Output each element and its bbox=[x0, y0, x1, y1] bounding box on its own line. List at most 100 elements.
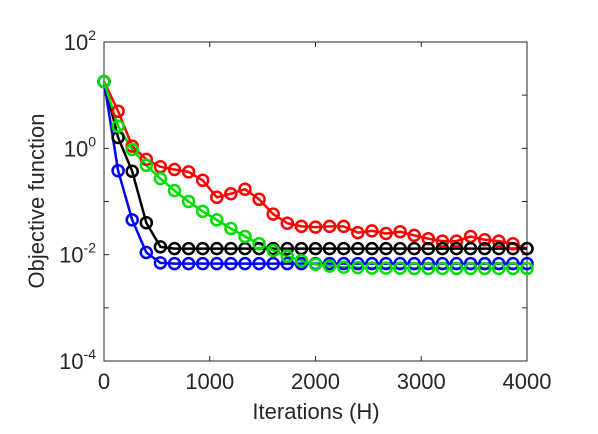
series-3-point bbox=[280, 249, 295, 264]
series-1-point bbox=[351, 241, 365, 256]
series-1-point bbox=[224, 241, 238, 256]
series-1-point bbox=[506, 241, 520, 256]
series-1-point bbox=[139, 215, 154, 230]
series-1-point bbox=[435, 241, 450, 256]
series-3-point bbox=[97, 74, 111, 89]
series-3-point bbox=[492, 261, 506, 276]
series-2-point bbox=[365, 256, 379, 271]
series-1-point bbox=[365, 241, 379, 256]
series-2-point bbox=[393, 256, 407, 271]
series-0-point bbox=[210, 190, 224, 205]
series-1-point bbox=[492, 241, 506, 256]
series-1-point bbox=[463, 241, 478, 256]
series-2-point bbox=[252, 256, 266, 271]
series-2-point bbox=[167, 256, 182, 271]
y-axis-label: Objective function bbox=[24, 114, 49, 289]
y-tick-label: 100 bbox=[64, 133, 96, 161]
series-0-point bbox=[195, 173, 210, 188]
series-0-point bbox=[308, 220, 323, 234]
series-3-point bbox=[435, 261, 450, 276]
series-3-point bbox=[125, 142, 139, 157]
series-3-point bbox=[393, 261, 407, 275]
series-0-point bbox=[351, 225, 365, 240]
series-2-point bbox=[421, 256, 436, 271]
series-2-point bbox=[153, 256, 168, 270]
x-tick-label: 3000 bbox=[397, 369, 446, 394]
series-0-point bbox=[393, 224, 407, 239]
x-tick-label: 0 bbox=[98, 369, 110, 394]
series-2-point bbox=[477, 256, 492, 271]
series-2-point bbox=[195, 256, 210, 271]
series-3-point bbox=[181, 194, 196, 209]
x-tick-label: 1000 bbox=[185, 369, 234, 394]
series-2-point bbox=[280, 256, 295, 271]
series-1-point bbox=[322, 241, 337, 256]
series-3-point bbox=[322, 259, 337, 273]
series-2-point bbox=[125, 213, 139, 227]
series-2-point bbox=[238, 256, 252, 271]
series-1-point bbox=[421, 241, 436, 256]
series-3-point bbox=[153, 171, 168, 186]
series-3-point bbox=[252, 237, 266, 251]
series-1-point bbox=[393, 241, 407, 256]
series-2-point bbox=[139, 245, 154, 260]
series-1-point bbox=[449, 241, 464, 256]
series-1-point bbox=[407, 241, 421, 256]
series-0-point bbox=[252, 192, 266, 207]
series-3-point bbox=[111, 119, 125, 134]
series-0-point bbox=[506, 237, 520, 251]
series-0-point bbox=[139, 152, 154, 167]
series-3-point bbox=[506, 261, 520, 276]
series-3-point bbox=[195, 204, 210, 219]
series-1-point bbox=[520, 241, 534, 256]
series-line-0 bbox=[102, 81, 528, 250]
series-3-point bbox=[449, 261, 464, 276]
series-2-point bbox=[407, 256, 421, 271]
axis-ticks bbox=[103, 41, 528, 362]
series-2-point bbox=[266, 256, 280, 271]
series-0-point bbox=[111, 104, 125, 118]
series-0-point bbox=[477, 233, 492, 247]
series-2-point bbox=[111, 163, 125, 178]
series-1-point bbox=[210, 241, 224, 256]
x-tick-label: 2000 bbox=[291, 369, 340, 394]
series-1-point bbox=[167, 241, 182, 256]
series-1-point bbox=[181, 241, 196, 256]
series-3-point bbox=[294, 253, 309, 268]
y-tick-label: 102 bbox=[64, 27, 96, 55]
series-0-point bbox=[266, 207, 280, 221]
series-0-point bbox=[379, 226, 393, 241]
series-0-point bbox=[336, 219, 351, 234]
series-1-point bbox=[336, 241, 351, 256]
series-3-point bbox=[351, 260, 365, 275]
series-0-point bbox=[181, 165, 196, 179]
series-0-point bbox=[224, 186, 238, 201]
series-0-point bbox=[365, 224, 379, 238]
x-tick-label: 4000 bbox=[503, 369, 552, 394]
series-1-point bbox=[308, 241, 323, 256]
series-1-point bbox=[280, 241, 295, 256]
series-3-point bbox=[167, 183, 182, 198]
series-2-point bbox=[379, 256, 393, 271]
series-0-point bbox=[294, 219, 309, 234]
series-3-point bbox=[238, 229, 252, 244]
series-markers bbox=[97, 74, 534, 276]
series-0-point bbox=[238, 182, 252, 196]
series-2-point bbox=[181, 256, 196, 271]
plot-area bbox=[103, 41, 528, 362]
series-1-point bbox=[252, 241, 266, 256]
series-0-point bbox=[167, 162, 182, 177]
series-3-point bbox=[520, 261, 534, 276]
series-3-point bbox=[224, 221, 238, 236]
series-3-point bbox=[463, 261, 478, 276]
series-3-point bbox=[336, 260, 351, 274]
tick-labels: 0 1000 2000 3000 4000 102 100 10-2 10-4 bbox=[59, 27, 551, 394]
series-2-point bbox=[351, 256, 365, 271]
series-3-point bbox=[210, 213, 224, 227]
series-1-point bbox=[153, 240, 168, 254]
series-3-point bbox=[266, 243, 280, 258]
y-tick-label: 10-4 bbox=[59, 346, 96, 374]
series-2-point bbox=[449, 256, 464, 271]
series-2-point bbox=[506, 256, 520, 271]
x-axis-label: Iterations (H) bbox=[252, 399, 379, 424]
